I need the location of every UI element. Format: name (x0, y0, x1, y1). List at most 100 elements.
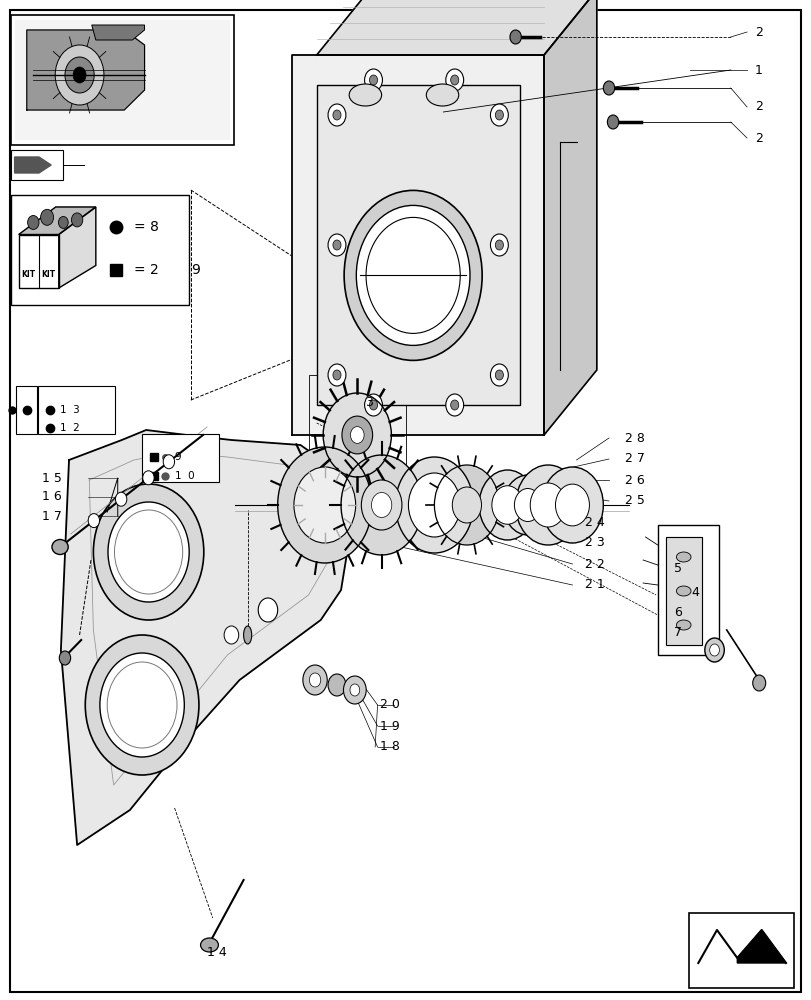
Text: 2 2: 2 2 (584, 558, 603, 570)
Text: 2 7: 2 7 (624, 452, 644, 466)
Polygon shape (19, 235, 58, 288)
Text: 4: 4 (691, 585, 699, 598)
Bar (38, 386, 115, 434)
Text: 6: 6 (673, 605, 681, 618)
Circle shape (323, 393, 391, 477)
Ellipse shape (52, 540, 68, 554)
Circle shape (369, 75, 377, 85)
Text: 2 3: 2 3 (584, 536, 603, 550)
Text: 2 8: 2 8 (624, 432, 644, 444)
Text: 1: 1 (754, 64, 762, 77)
Circle shape (513, 488, 540, 522)
Polygon shape (543, 0, 596, 435)
Circle shape (704, 638, 723, 662)
Circle shape (328, 364, 345, 386)
Circle shape (490, 104, 508, 126)
Circle shape (364, 394, 382, 416)
Circle shape (478, 470, 535, 540)
Circle shape (341, 416, 372, 454)
Circle shape (41, 209, 54, 225)
Text: 1  0: 1 0 (174, 471, 194, 481)
Circle shape (541, 467, 603, 543)
Text: 1  3: 1 3 (60, 405, 79, 415)
Circle shape (709, 644, 719, 656)
Circle shape (450, 400, 458, 410)
Text: 1 6: 1 6 (42, 490, 62, 504)
Text: 2 0: 2 0 (380, 698, 399, 712)
Text: 2 1: 2 1 (584, 578, 603, 591)
Polygon shape (27, 30, 144, 110)
Circle shape (65, 57, 94, 93)
Circle shape (163, 455, 174, 469)
Circle shape (530, 483, 565, 527)
Bar (11, 15, 234, 145)
Bar (142, 434, 219, 482)
Circle shape (445, 394, 463, 416)
Circle shape (59, 651, 71, 665)
Circle shape (490, 234, 508, 256)
Circle shape (452, 487, 481, 523)
Text: 5: 5 (673, 562, 681, 574)
Text: 3: 3 (365, 396, 373, 410)
Polygon shape (58, 207, 96, 288)
Circle shape (395, 457, 473, 553)
Text: 9: 9 (191, 263, 200, 277)
Circle shape (258, 598, 277, 622)
Circle shape (88, 514, 100, 528)
Circle shape (350, 684, 359, 696)
Circle shape (495, 110, 503, 120)
Circle shape (503, 475, 551, 535)
Bar (15, 20, 230, 140)
Text: 2: 2 (754, 131, 762, 144)
Circle shape (55, 45, 104, 105)
Circle shape (555, 484, 589, 526)
Circle shape (224, 626, 238, 644)
Circle shape (445, 69, 463, 91)
Circle shape (344, 190, 482, 360)
Text: 1 4: 1 4 (207, 946, 226, 960)
Circle shape (108, 502, 189, 602)
Polygon shape (92, 25, 144, 40)
Text: KIT: KIT (22, 270, 36, 279)
Circle shape (350, 427, 363, 443)
Text: 1 9: 1 9 (380, 720, 399, 732)
Circle shape (333, 110, 341, 120)
Circle shape (369, 400, 377, 410)
Bar (308, 375, 406, 505)
Circle shape (277, 447, 371, 563)
Text: = 8: = 8 (134, 220, 159, 234)
Polygon shape (736, 930, 785, 963)
Circle shape (333, 240, 341, 250)
Ellipse shape (676, 552, 690, 562)
Circle shape (328, 674, 345, 696)
Text: 1  2: 1 2 (60, 423, 79, 433)
Text: 1 5: 1 5 (42, 472, 62, 485)
Text: 7: 7 (673, 626, 681, 640)
Circle shape (495, 240, 503, 250)
Bar (688, 913, 793, 988)
Bar (696, 923, 785, 978)
Circle shape (115, 492, 127, 506)
Circle shape (328, 234, 345, 256)
Circle shape (607, 115, 618, 129)
Circle shape (93, 484, 204, 620)
Ellipse shape (426, 84, 458, 106)
Circle shape (28, 215, 39, 229)
Ellipse shape (200, 938, 218, 952)
Bar (11, 195, 189, 305)
Polygon shape (292, 55, 543, 435)
Circle shape (58, 216, 68, 228)
Circle shape (143, 471, 154, 485)
Circle shape (450, 75, 458, 85)
Bar (11, 150, 63, 180)
Text: 2: 2 (754, 25, 762, 38)
Circle shape (515, 465, 580, 545)
Bar (316, 85, 519, 405)
Circle shape (341, 455, 422, 555)
Text: KIT: KIT (41, 270, 55, 279)
Text: 2: 2 (754, 101, 762, 113)
Ellipse shape (349, 84, 381, 106)
Circle shape (309, 673, 320, 687)
Bar (657, 525, 718, 655)
Circle shape (328, 104, 345, 126)
